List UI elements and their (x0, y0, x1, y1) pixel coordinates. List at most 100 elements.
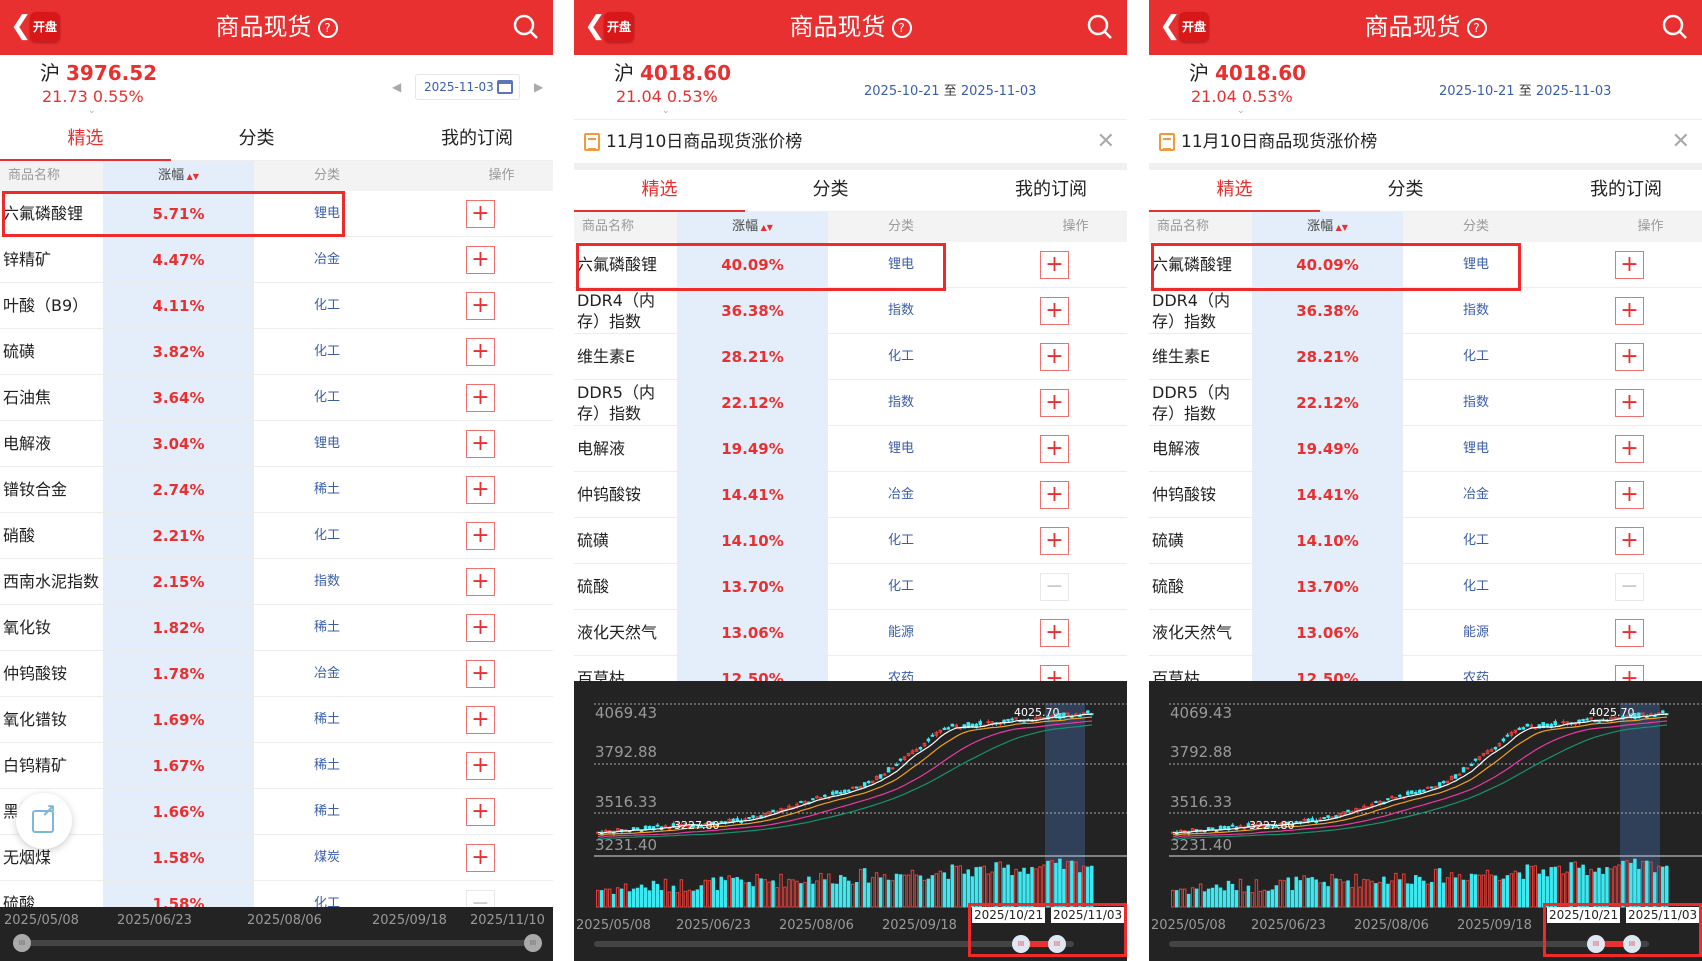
commodity-name[interactable]: 六氟磷酸锂 (1152, 255, 1233, 274)
commodity-name[interactable]: 液化天然气 (577, 623, 658, 642)
column-header-change[interactable]: 涨幅 ▲▼ (103, 161, 254, 191)
date-range-slider[interactable]: 2025/05/08 2025/06/23 2025/08/06 2025/09/18… (0, 907, 553, 961)
add-subscription-button[interactable]: + (466, 200, 495, 228)
close-icon[interactable]: ✕ (1671, 129, 1690, 154)
chevron-left-icon[interactable]: ❮ (1159, 11, 1181, 41)
kaipan-logo[interactable]: 开盘 (604, 12, 634, 42)
date-range[interactable]: 2025-10-21 至 2025-11-03 (1439, 80, 1611, 99)
add-subscription-button[interactable]: + (466, 844, 495, 872)
commodity-name[interactable]: 电解液 (1152, 439, 1201, 458)
commodity-name[interactable]: DDR5（内存）指数 (577, 382, 655, 423)
ranking-banner[interactable]: 11月10日商品现货涨价榜 ✕ (1149, 119, 1702, 163)
add-subscription-button[interactable]: + (1615, 343, 1644, 371)
commodity-name[interactable]: DDR5（内存）指数 (1152, 382, 1230, 423)
slider-end-handle[interactable]: III (524, 934, 542, 952)
table-row[interactable]: 西南水泥指数 2.15% 指数 + (0, 559, 553, 605)
slider-track[interactable] (1169, 941, 1649, 947)
help-icon[interactable]: ? (317, 18, 338, 38)
table-row[interactable]: 六氟磷酸锂 40.09% 锂电 + (574, 242, 1127, 288)
index-kline-chart[interactable]: 4069.43 3792.88 3516.33 3231.40 4025.70 … (574, 681, 1127, 961)
commodity-name[interactable]: DDR4（内存）指数 (577, 290, 655, 331)
table-row[interactable]: DDR4（内存）指数 36.38% 指数 + (1149, 288, 1702, 334)
table-row[interactable]: 无烟煤 1.58% 煤炭 + (0, 835, 553, 881)
add-subscription-button[interactable]: + (466, 568, 495, 596)
add-subscription-button[interactable]: + (1040, 297, 1069, 325)
slider-track[interactable] (15, 940, 537, 946)
add-subscription-button[interactable]: + (466, 798, 495, 826)
table-row[interactable]: DDR5（内存）指数 22.12% 指数 + (1149, 380, 1702, 426)
tab-subscriptions[interactable]: 我的订阅 (1590, 179, 1662, 200)
table-row[interactable]: DDR4（内存）指数 36.38% 指数 + (574, 288, 1127, 334)
commodity-name[interactable]: 硝酸 (3, 526, 36, 545)
ranking-banner[interactable]: 11月10日商品现货涨价榜 ✕ (574, 119, 1127, 163)
add-subscription-button[interactable]: + (1615, 297, 1644, 325)
commodity-name[interactable]: 维生素E (577, 347, 636, 366)
remove-subscription-button[interactable]: − (1615, 573, 1644, 601)
sort-desc-icon[interactable]: ▲▼ (758, 223, 773, 232)
chevron-down-icon[interactable]: ⌄ (1237, 106, 1245, 116)
add-subscription-button[interactable]: + (1615, 435, 1644, 463)
kaipan-logo[interactable]: 开盘 (1179, 12, 1209, 42)
add-subscription-button[interactable]: + (1040, 389, 1069, 417)
commodity-name[interactable]: 液化天然气 (1152, 623, 1233, 642)
commodity-name[interactable]: 电解液 (3, 434, 52, 453)
add-subscription-button[interactable]: + (1040, 251, 1069, 279)
table-row[interactable]: 硫磺 14.10% 化工 + (574, 518, 1127, 564)
table-row[interactable]: 锌精矿 4.47% 冶金 + (0, 237, 553, 283)
add-subscription-button[interactable]: + (466, 522, 495, 550)
sort-desc-icon[interactable]: ▲▼ (1333, 223, 1348, 232)
slider-track[interactable] (594, 941, 1074, 947)
share-button[interactable] (16, 793, 72, 849)
chevron-down-icon[interactable]: ⌄ (88, 106, 96, 116)
commodity-name[interactable]: 硫酸 (577, 577, 610, 596)
commodity-name[interactable]: 氧化钕 (3, 618, 52, 637)
commodity-name[interactable]: 六氟磷酸锂 (577, 255, 658, 274)
table-row[interactable]: 仲钨酸铵 14.41% 冶金 + (574, 472, 1127, 518)
commodity-name[interactable]: 白钨精矿 (3, 756, 68, 775)
add-subscription-button[interactable]: + (1040, 481, 1069, 509)
index-quote[interactable]: 沪 3976.52 21.73 0.55% ⌄ (40, 60, 157, 116)
tab-featured[interactable]: 精选 (1149, 170, 1320, 212)
column-header-change[interactable]: 涨幅 ▲▼ (677, 212, 828, 242)
table-row[interactable]: 硝酸 2.21% 化工 + (0, 513, 553, 559)
chevron-left-icon[interactable]: ❮ (10, 11, 32, 41)
add-subscription-button[interactable]: + (1040, 527, 1069, 555)
table-row[interactable]: 电解液 3.04% 锂电 + (0, 421, 553, 467)
commodity-name[interactable]: 镨钕合金 (3, 480, 68, 499)
commodity-name[interactable]: 氧化镨钕 (3, 710, 68, 729)
table-row[interactable]: 液化天然气 13.06% 能源 + (574, 610, 1127, 656)
commodity-name[interactable]: 维生素E (1152, 347, 1211, 366)
table-row[interactable]: 液化天然气 13.06% 能源 + (1149, 610, 1702, 656)
add-subscription-button[interactable]: + (466, 706, 495, 734)
slider-start-handle[interactable]: III (1587, 935, 1605, 953)
add-subscription-button[interactable]: + (1615, 527, 1644, 555)
table-row[interactable]: 六氟磷酸锂 40.09% 锂电 + (1149, 242, 1702, 288)
date-picker[interactable]: 2025-11-03 (415, 74, 520, 100)
add-subscription-button[interactable]: + (466, 384, 495, 412)
next-date-arrow-icon[interactable]: ▶ (534, 80, 544, 94)
tab-featured[interactable]: 精选 (0, 119, 171, 161)
tab-category[interactable]: 分类 (1387, 179, 1424, 200)
close-icon[interactable]: ✕ (1096, 129, 1115, 154)
table-row[interactable]: 六氟磷酸锂 5.71% 锂电 + (0, 191, 553, 237)
add-subscription-button[interactable]: + (1040, 435, 1069, 463)
add-subscription-button[interactable]: + (466, 752, 495, 780)
add-subscription-button[interactable]: + (1040, 619, 1069, 647)
table-row[interactable]: 仲钨酸铵 14.41% 冶金 + (1149, 472, 1702, 518)
kaipan-logo[interactable]: 开盘 (30, 12, 60, 42)
add-subscription-button[interactable]: + (466, 476, 495, 504)
search-icon[interactable] (1087, 14, 1113, 40)
table-row[interactable]: 硫酸 13.70% 化工 − (574, 564, 1127, 610)
sort-desc-icon[interactable]: ▲▼ (184, 172, 199, 181)
commodity-name[interactable]: DDR4（内存）指数 (1152, 290, 1230, 331)
prev-date-arrow-icon[interactable]: ◀ (392, 80, 402, 94)
commodity-name[interactable]: 西南水泥指数 (3, 572, 100, 591)
column-header-change[interactable]: 涨幅 ▲▼ (1252, 212, 1403, 242)
tab-featured[interactable]: 精选 (574, 170, 745, 212)
commodity-name[interactable]: 锌精矿 (3, 250, 52, 269)
index-quote[interactable]: 沪 4018.60 21.04 0.53% ⌄ (614, 60, 731, 116)
add-subscription-button[interactable]: + (1615, 389, 1644, 417)
table-row[interactable]: DDR5（内存）指数 22.12% 指数 + (574, 380, 1127, 426)
index-kline-chart[interactable]: 4069.43 3792.88 3516.33 3231.40 4025.70 … (1149, 681, 1702, 961)
table-row[interactable]: 镨钕合金 2.74% 稀土 + (0, 467, 553, 513)
